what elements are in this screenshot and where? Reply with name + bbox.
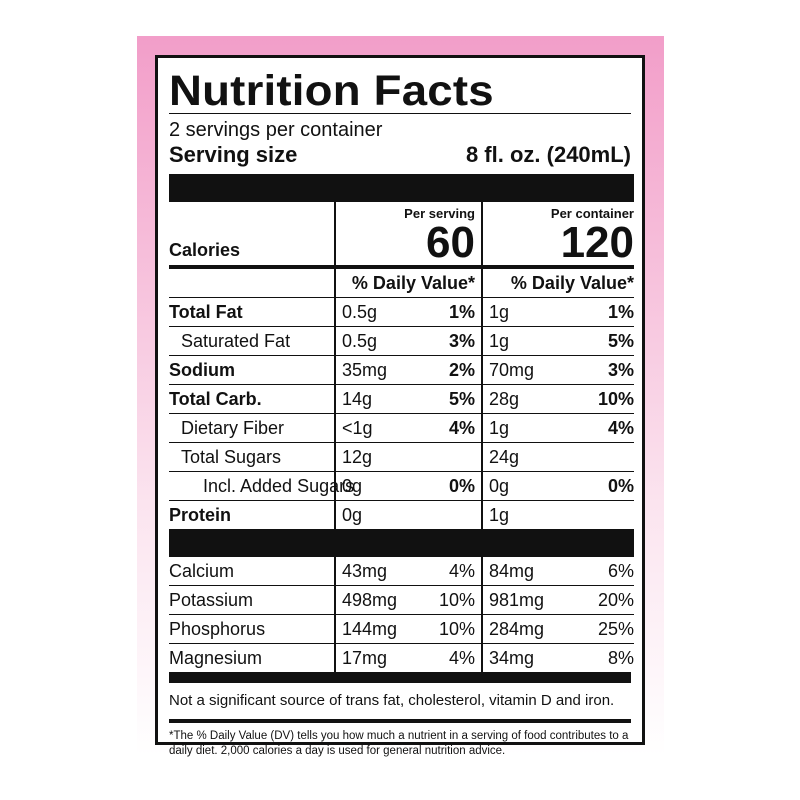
mineral-name: Phosphorus — [169, 614, 335, 644]
serving-size-label: Serving size — [169, 142, 298, 167]
per-container-calories: 120 — [560, 218, 634, 267]
daily-value-header-container: % Daily Value* — [481, 267, 634, 298]
nutrient-row: Sodium 35mg 2% 70mg 3% — [169, 355, 634, 385]
serving-amount: 17mg — [334, 643, 408, 672]
serving-amount: 0.5g — [334, 297, 408, 327]
serving-amount: 14g — [334, 384, 408, 414]
mineral-row: Potassium 498mg 10% 981mg 20% — [169, 585, 634, 615]
container-amount: 70mg — [481, 355, 548, 385]
thick-bar — [169, 529, 634, 557]
serving-amount: 498mg — [334, 585, 408, 615]
nutrient-name: Protein — [169, 504, 232, 525]
nutrient-row: Total Carb. 14g 5% 28g 10% — [169, 384, 634, 414]
serving-daily-value: 4% — [448, 647, 475, 668]
serving-daily-value — [408, 442, 482, 472]
serving-daily-value: 4% — [408, 413, 482, 443]
mineral-name: Potassium — [169, 585, 335, 615]
mineral-name: Calcium — [169, 557, 335, 586]
per-serving-label: Per serving — [404, 206, 475, 221]
container-amount: 981mg — [481, 585, 548, 615]
serving-amount: <1g — [334, 413, 408, 443]
mineral-row: Magnesium 17mg 4% 34mg 8% — [169, 643, 634, 672]
nutrient-name: Incl. Added Sugars — [169, 471, 354, 501]
serving-amount: 43mg — [334, 557, 408, 586]
serving-daily-value: 1% — [408, 297, 482, 327]
nutrient-name: Total Sugars — [169, 442, 335, 472]
serving-daily-value: 10% — [408, 614, 482, 644]
container-amount: 1g — [481, 413, 548, 443]
title-divider — [169, 113, 631, 114]
nutrient-row: Total Fat 0.5g 1% 1g 1% — [169, 297, 634, 327]
per-serving-calories: 60 — [426, 218, 475, 267]
container-daily-value: 3% — [548, 355, 634, 385]
servings-per-container: 2 servings per container — [169, 119, 383, 141]
label-title: Nutrition Facts — [169, 67, 494, 115]
container-daily-value: 5% — [548, 326, 634, 356]
container-amount: 28g — [481, 384, 548, 414]
container-daily-value: 1% — [548, 297, 634, 327]
nutrient-name: Total Carb. — [169, 384, 335, 414]
calories-label: Calories — [169, 202, 335, 269]
container-daily-value: 6% — [548, 557, 634, 586]
container-amount: 284mg — [481, 614, 548, 644]
mineral-row: Calcium 43mg 4% 84mg 6% — [169, 557, 634, 586]
serving-daily-value: 5% — [408, 384, 482, 414]
serving-amount: 0g — [334, 500, 408, 529]
container-daily-value: 10% — [548, 384, 634, 414]
nutrient-row: Incl. Added Sugars 0g 0% 0g 0% — [169, 471, 634, 501]
per-container-column: Per container 120 — [481, 202, 634, 269]
container-amount: 24g — [481, 442, 548, 472]
container-daily-value: 8% — [607, 647, 634, 668]
serving-daily-value: 10% — [408, 585, 482, 615]
nutrient-name: Sodium — [169, 355, 335, 385]
nutrient-row: Dietary Fiber <1g 4% 1g 4% — [169, 413, 634, 443]
container-daily-value: 20% — [548, 585, 634, 615]
serving-amount: 35mg — [334, 355, 408, 385]
container-amount: 0g — [481, 471, 548, 501]
nutrient-name: Dietary Fiber — [169, 413, 335, 443]
container-daily-value: 25% — [548, 614, 634, 644]
container-amount: 1g — [481, 500, 548, 529]
serving-daily-value: 3% — [408, 326, 482, 356]
container-amount: 1g — [481, 297, 548, 327]
serving-amount: 12g — [334, 442, 408, 472]
serving-daily-value: 0% — [408, 471, 482, 501]
serving-amount: 0.5g — [334, 326, 408, 356]
daily-value-footnote: *The % Daily Value (DV) tells you how mu… — [169, 730, 629, 757]
serving-daily-value: 2% — [408, 355, 482, 385]
nutrient-row: Total Sugars 12g 24g — [169, 442, 634, 472]
container-daily-value — [548, 501, 634, 530]
container-daily-value: 4% — [548, 413, 634, 443]
mineral-name: Magnesium — [169, 647, 263, 668]
serving-amount: 0g — [334, 471, 408, 501]
not-significant-note: Not a significant source of trans fat, c… — [169, 692, 615, 709]
container-daily-value — [548, 442, 634, 472]
serving-daily-value — [408, 501, 482, 530]
nutrient-row: Saturated Fat 0.5g 3% 1g 5% — [169, 326, 634, 356]
per-serving-column: Per serving 60 — [334, 202, 482, 269]
daily-value-header-serving: % Daily Value* — [334, 267, 482, 298]
container-daily-value: 0% — [548, 471, 634, 501]
serving-daily-value: 4% — [408, 557, 482, 586]
nutrition-table: Calories Per serving 60 Per container 12… — [169, 174, 634, 672]
mineral-row: Phosphorus 144mg 10% 284mg 25% — [169, 614, 634, 644]
serving-size-value: 8 fl. oz. (240mL) — [465, 142, 631, 167]
container-amount: 1g — [481, 326, 548, 356]
daily-value-header-row: % Daily Value* % Daily Value* — [169, 267, 634, 298]
thick-bar — [169, 174, 634, 202]
serving-size-row: Serving size 8 fl. oz. (240mL) — [169, 142, 631, 168]
nutrient-name: Saturated Fat — [169, 326, 335, 356]
nutrient-name: Total Fat — [169, 297, 335, 327]
container-amount: 34mg — [481, 643, 548, 672]
footnote-divider — [169, 719, 631, 723]
per-container-label: Per container — [550, 206, 634, 221]
bottom-thick-bar — [169, 672, 631, 683]
container-amount: 84mg — [481, 557, 548, 586]
nutrient-row: Protein 0g 1g — [169, 500, 634, 530]
calories-row: Calories Per serving 60 Per container 12… — [169, 202, 634, 269]
serving-amount: 144mg — [334, 614, 408, 644]
nutrition-facts-label: Nutrition Facts 2 servings per container… — [155, 55, 645, 757]
